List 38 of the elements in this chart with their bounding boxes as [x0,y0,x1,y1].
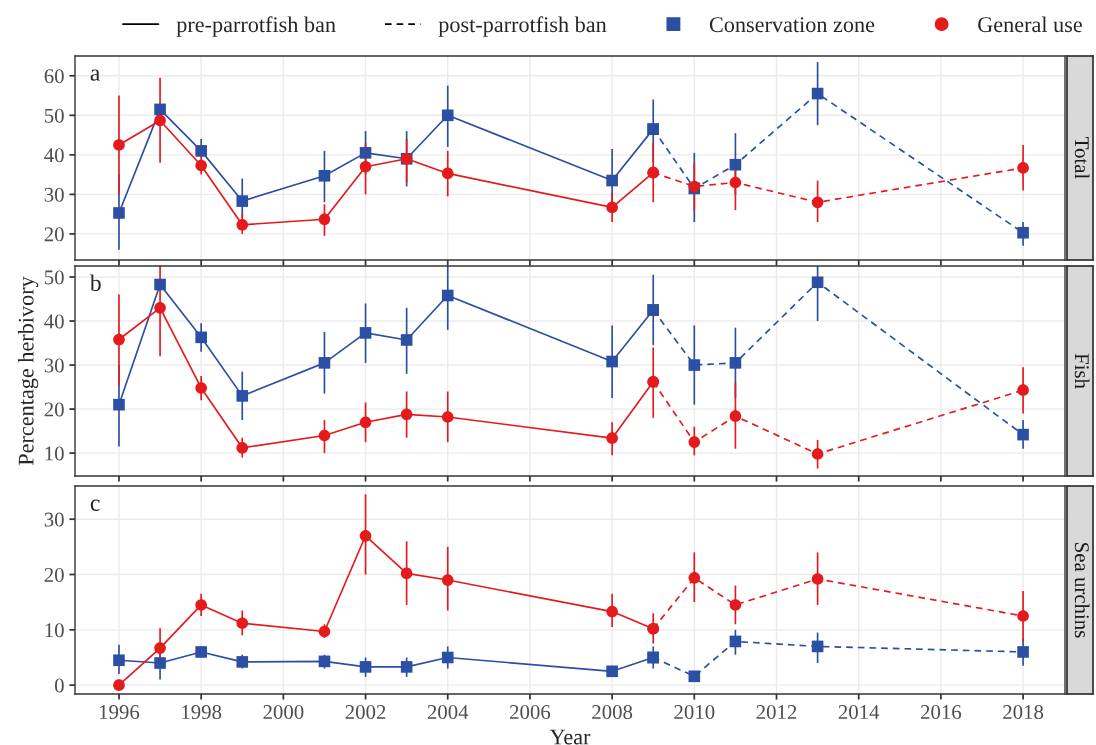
y-tick-label: 50 [44,270,64,285]
x-tick-label: 2010 [674,705,715,720]
x-tick-label: 2004 [427,705,469,720]
text: pre-parrotfish ban [176,16,336,37]
y-tick-label: 20 [44,227,64,242]
x-tick-label: 2002 [345,705,386,720]
x-tick-label: 2014 [838,705,880,720]
legend-label: Conservation zone [709,17,875,33]
y-tick-label: 30 [44,512,64,527]
y-tick-label: 20 [44,402,64,417]
x-axis-title: Year [549,729,591,745]
chart-title: a [90,69,101,81]
chart-title: b [89,274,101,292]
text: Fish [1074,353,1090,389]
y-tick-label: 30 [44,187,64,202]
y-tick-label: 40 [44,148,64,163]
legend-label: General use [978,16,1082,33]
y-tick-label: 0 [54,678,64,693]
x-tick-label: 1996 [99,705,140,720]
y-tick-label: 10 [45,623,64,638]
x-tick-label: 2012 [756,705,797,720]
text: Sea urchins [1074,543,1090,638]
x-tick-label: 2006 [510,705,551,720]
y-tick-label: 20 [44,567,64,582]
chart-title: c [90,499,100,511]
x-tick-label: 2018 [1003,705,1044,720]
y-tick-label: 60 [44,69,64,84]
y-tick-label: 30 [44,358,64,373]
x-tick-label: 2000 [263,705,304,720]
y-tick-label: 40 [44,314,64,329]
y-axis-title: Percentage herbivory [17,276,39,466]
y-tick-label: 50 [44,108,64,123]
x-tick-label: 2016 [920,705,962,720]
y-tick-label: 10 [45,446,64,461]
x-tick-label: 2008 [592,705,633,720]
x-tick-label: 1998 [182,705,222,720]
text: post-parrotfish ban [438,16,607,37]
text: Total [1074,137,1090,179]
